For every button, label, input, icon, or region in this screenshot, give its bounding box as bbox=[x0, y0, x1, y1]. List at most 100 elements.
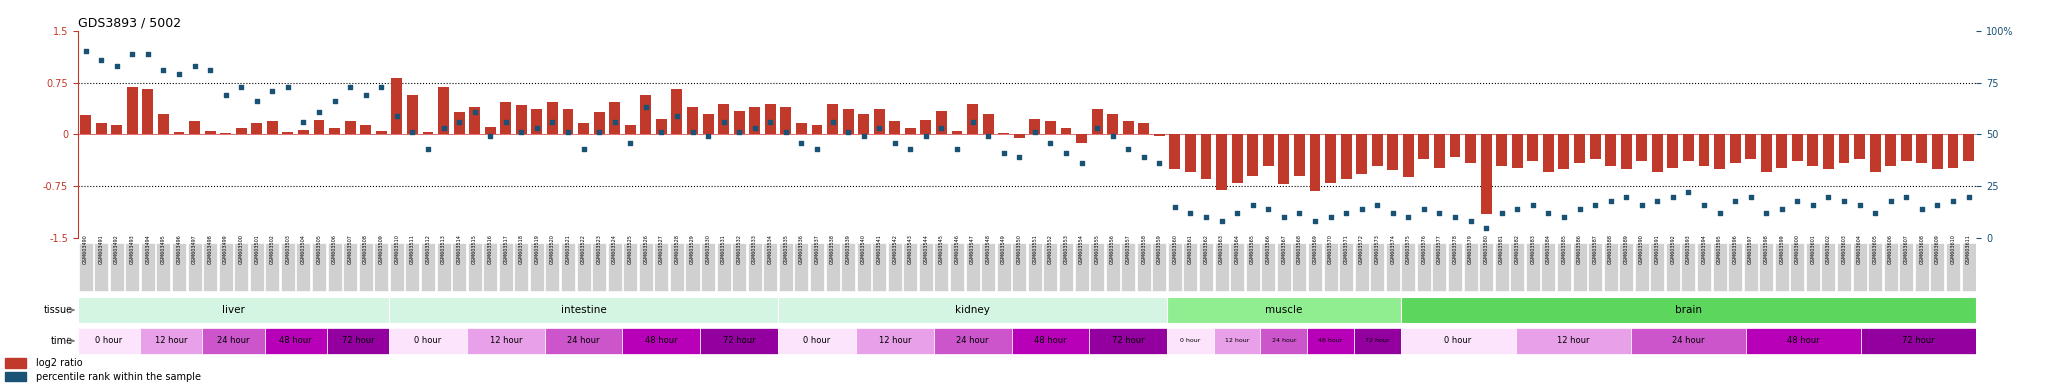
Bar bbox=[1542, 134, 1554, 172]
FancyBboxPatch shape bbox=[733, 243, 745, 291]
Text: GSM603501: GSM603501 bbox=[254, 234, 260, 264]
FancyBboxPatch shape bbox=[422, 243, 434, 291]
FancyBboxPatch shape bbox=[778, 328, 856, 354]
Bar bbox=[594, 112, 604, 134]
FancyBboxPatch shape bbox=[514, 243, 528, 291]
Text: GSM603569: GSM603569 bbox=[1313, 235, 1317, 264]
Point bbox=[1890, 194, 1923, 200]
Bar bbox=[1948, 134, 1958, 167]
Bar bbox=[889, 121, 901, 134]
FancyBboxPatch shape bbox=[608, 243, 623, 291]
Text: GSM603533: GSM603533 bbox=[752, 234, 758, 264]
FancyBboxPatch shape bbox=[1401, 328, 1516, 354]
Bar bbox=[221, 133, 231, 134]
Point bbox=[1298, 218, 1331, 225]
FancyBboxPatch shape bbox=[1509, 243, 1524, 291]
Bar bbox=[4, 358, 25, 368]
Bar bbox=[158, 114, 168, 134]
Point bbox=[350, 92, 383, 98]
Point bbox=[1671, 189, 1704, 195]
Text: 24 hour: 24 hour bbox=[956, 336, 989, 345]
Text: 24 hour: 24 hour bbox=[567, 336, 600, 345]
Text: GSM603603: GSM603603 bbox=[1841, 234, 1847, 264]
FancyBboxPatch shape bbox=[1214, 243, 1229, 291]
Bar bbox=[1200, 134, 1212, 179]
FancyBboxPatch shape bbox=[281, 243, 295, 291]
Point bbox=[1905, 206, 1937, 212]
Bar bbox=[1341, 134, 1352, 179]
Text: GSM603552: GSM603552 bbox=[1049, 234, 1053, 264]
Point bbox=[707, 119, 739, 125]
Text: GSM603556: GSM603556 bbox=[1110, 234, 1116, 264]
Text: GSM603600: GSM603600 bbox=[1794, 234, 1800, 264]
Text: GSM603537: GSM603537 bbox=[815, 234, 819, 264]
FancyBboxPatch shape bbox=[561, 243, 575, 291]
Bar bbox=[422, 132, 434, 134]
FancyBboxPatch shape bbox=[887, 243, 901, 291]
FancyBboxPatch shape bbox=[1806, 243, 1821, 291]
Text: 12 hour: 12 hour bbox=[156, 336, 188, 345]
Point bbox=[1704, 210, 1737, 216]
Text: GSM603551: GSM603551 bbox=[1032, 234, 1038, 264]
FancyBboxPatch shape bbox=[1665, 243, 1679, 291]
Text: GDS3893 / 5002: GDS3893 / 5002 bbox=[78, 17, 180, 30]
Text: GSM603516: GSM603516 bbox=[487, 234, 494, 264]
Point bbox=[1112, 146, 1145, 152]
Point bbox=[1579, 202, 1612, 208]
Text: 72 hour: 72 hour bbox=[1364, 338, 1389, 343]
FancyBboxPatch shape bbox=[842, 243, 856, 291]
Point bbox=[1548, 214, 1581, 220]
Bar bbox=[1497, 134, 1507, 166]
FancyBboxPatch shape bbox=[125, 243, 139, 291]
Point bbox=[1501, 206, 1534, 212]
FancyBboxPatch shape bbox=[311, 243, 326, 291]
FancyBboxPatch shape bbox=[934, 243, 948, 291]
Text: GSM603578: GSM603578 bbox=[1452, 234, 1458, 264]
Bar bbox=[360, 126, 371, 134]
Text: GSM603565: GSM603565 bbox=[1249, 234, 1255, 264]
Text: 0 hour: 0 hour bbox=[96, 336, 123, 345]
Bar bbox=[1823, 134, 1833, 169]
Text: GSM603585: GSM603585 bbox=[1561, 234, 1567, 264]
Point bbox=[662, 113, 694, 119]
FancyBboxPatch shape bbox=[1075, 243, 1090, 291]
Text: GSM603582: GSM603582 bbox=[1516, 234, 1520, 264]
FancyBboxPatch shape bbox=[934, 328, 1012, 354]
Bar bbox=[530, 109, 543, 134]
FancyBboxPatch shape bbox=[389, 297, 778, 323]
Point bbox=[1438, 214, 1470, 220]
Text: 12 hour: 12 hour bbox=[879, 336, 911, 345]
Text: GSM603532: GSM603532 bbox=[737, 234, 741, 264]
Text: 72 hour: 72 hour bbox=[1903, 336, 1935, 345]
Point bbox=[1407, 206, 1440, 212]
Text: GSM603524: GSM603524 bbox=[612, 234, 616, 264]
Bar bbox=[625, 126, 635, 134]
FancyBboxPatch shape bbox=[545, 243, 559, 291]
Text: GSM603523: GSM603523 bbox=[596, 234, 602, 264]
Text: 48 hour: 48 hour bbox=[1034, 336, 1067, 345]
Text: GSM603542: GSM603542 bbox=[893, 234, 897, 264]
Bar bbox=[1139, 123, 1149, 134]
Text: GSM603592: GSM603592 bbox=[1671, 235, 1675, 264]
Bar bbox=[1575, 134, 1585, 164]
Bar bbox=[1853, 134, 1866, 159]
Point bbox=[131, 50, 164, 56]
Point bbox=[1346, 206, 1378, 212]
Text: GSM603571: GSM603571 bbox=[1343, 234, 1348, 264]
Bar bbox=[1731, 134, 1741, 164]
Point bbox=[1657, 194, 1690, 200]
Bar bbox=[377, 131, 387, 134]
FancyBboxPatch shape bbox=[1370, 243, 1384, 291]
FancyBboxPatch shape bbox=[266, 243, 279, 291]
Bar bbox=[408, 95, 418, 134]
Text: GSM603545: GSM603545 bbox=[938, 234, 944, 264]
Text: GSM603576: GSM603576 bbox=[1421, 234, 1425, 264]
Point bbox=[1190, 214, 1223, 220]
Point bbox=[645, 129, 678, 136]
Text: GSM603521: GSM603521 bbox=[565, 234, 571, 264]
Text: liver: liver bbox=[221, 305, 246, 315]
Point bbox=[1159, 204, 1192, 210]
Text: GSM603547: GSM603547 bbox=[971, 234, 975, 264]
Text: GSM603494: GSM603494 bbox=[145, 235, 150, 264]
Bar bbox=[780, 107, 791, 134]
